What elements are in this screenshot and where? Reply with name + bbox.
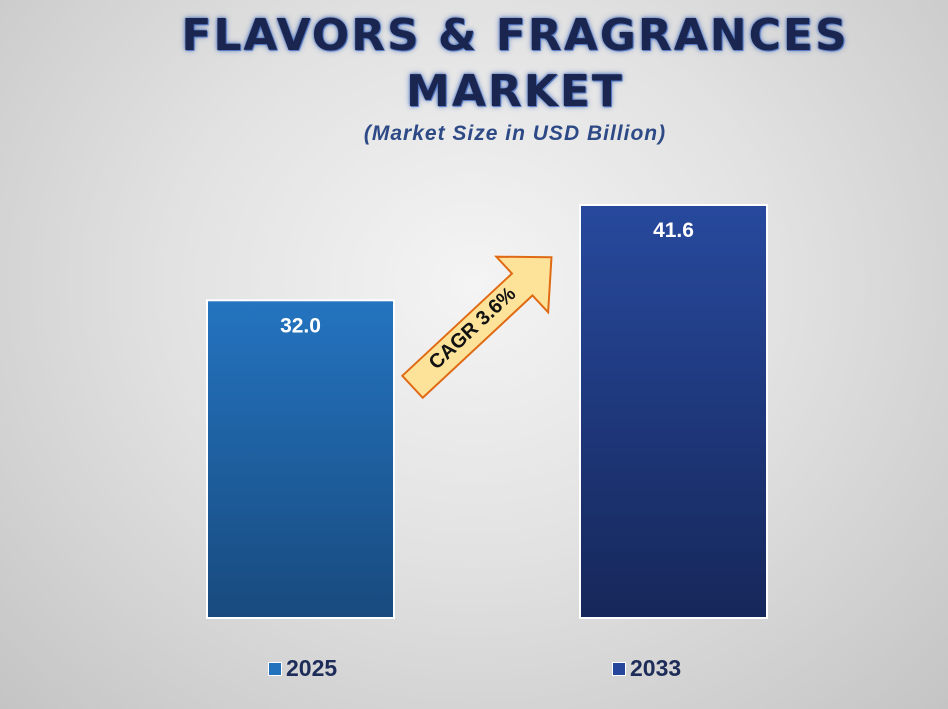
cagr-arrow: CAGR 3.6%: [400, 255, 553, 400]
cagr-label: CAGR 3.6%: [425, 283, 521, 374]
chart-title-line-2: MARKET: [406, 66, 624, 117]
bar-2033: [579, 204, 768, 619]
legend-item-2025: 2025: [268, 655, 337, 682]
data-label-2025: 32.0: [280, 314, 321, 337]
legend-swatch-2025: [268, 661, 282, 676]
legend-swatch-2033: [612, 661, 626, 676]
bar-2025: [206, 299, 395, 619]
chart-subtitle: (Market Size in USD Billion): [363, 122, 667, 145]
legend-label-2033: 2033: [630, 655, 682, 681]
chart-title-line-1: FLAVORS & FRAGRANCES: [181, 10, 849, 61]
data-label-2033: 41.6: [653, 219, 694, 242]
legend-label-2025: 2025: [286, 655, 338, 681]
legend-item-2033: 2033: [612, 655, 681, 682]
